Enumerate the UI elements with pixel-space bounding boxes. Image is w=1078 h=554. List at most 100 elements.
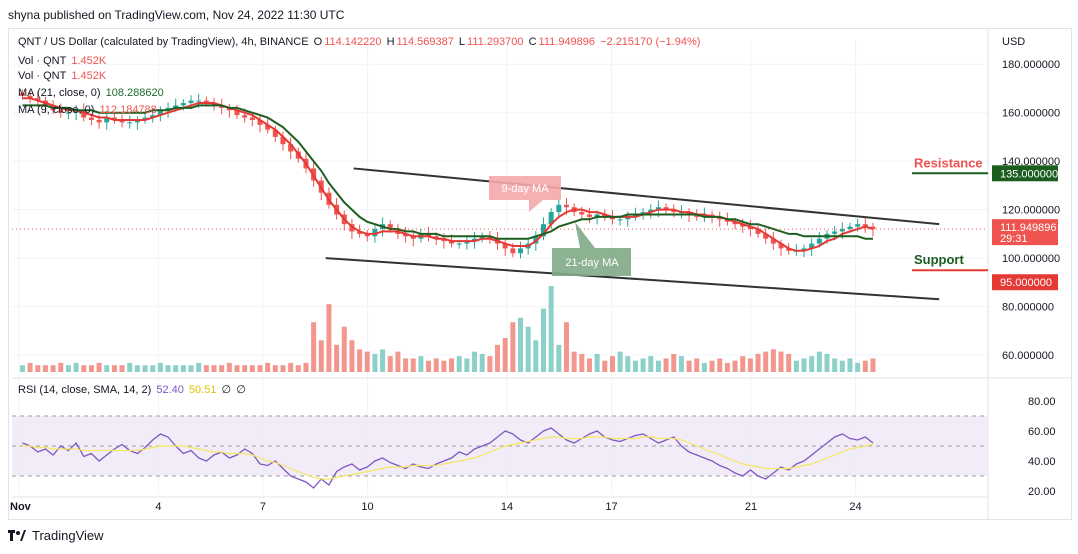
- candle-body[interactable]: [686, 212, 692, 215]
- candle-body[interactable]: [265, 124, 271, 130]
- volume-legend-1[interactable]: Vol · QNT 1.452K: [18, 55, 108, 67]
- candle-body[interactable]: [226, 107, 232, 111]
- candle-body[interactable]: [548, 212, 554, 225]
- candle-body[interactable]: [27, 95, 33, 99]
- candle-body[interactable]: [717, 216, 723, 220]
- candle-body[interactable]: [35, 98, 41, 101]
- candle-body[interactable]: [441, 238, 447, 242]
- candle-body[interactable]: [510, 248, 516, 254]
- candle-body[interactable]: [609, 216, 615, 220]
- candle-body[interactable]: [403, 233, 409, 237]
- candle-body[interactable]: [134, 119, 140, 123]
- price-axis[interactable]: 180.000000 160.000000 140.000000 120.000000…: [992, 59, 1060, 498]
- candle-body[interactable]: [104, 117, 110, 123]
- candle-body[interactable]: [801, 248, 807, 251]
- candle-body[interactable]: [88, 117, 94, 120]
- volume-legend-2[interactable]: Vol · QNT 1.452K: [18, 70, 108, 82]
- candle-body[interactable]: [58, 110, 64, 113]
- candle-body[interactable]: [288, 144, 294, 152]
- candle-body[interactable]: [257, 119, 263, 125]
- candle-body[interactable]: [211, 103, 217, 106]
- candle-body[interactable]: [632, 214, 638, 217]
- candle-body[interactable]: [242, 115, 248, 118]
- candle-body[interactable]: [357, 231, 363, 234]
- candlesticks[interactable]: [19, 89, 876, 259]
- candle-body[interactable]: [862, 224, 868, 227]
- candle-body[interactable]: [479, 236, 485, 239]
- candle-body[interactable]: [617, 219, 623, 221]
- candle-body[interactable]: [778, 243, 784, 249]
- candle-body[interactable]: [625, 216, 631, 220]
- candle-body[interactable]: [387, 224, 393, 230]
- rsi-legend[interactable]: RSI (14, close, SMA, 14, 2) 52.40 50.51 …: [18, 383, 248, 396]
- candle-body[interactable]: [839, 229, 845, 232]
- candle-body[interactable]: [732, 221, 738, 225]
- candle-body[interactable]: [449, 241, 455, 244]
- candle-body[interactable]: [196, 100, 202, 102]
- candle-body[interactable]: [165, 107, 171, 111]
- candle-body[interactable]: [249, 117, 255, 120]
- candle-body[interactable]: [472, 238, 478, 242]
- tradingview-logo[interactable]: TradingView: [8, 528, 104, 543]
- candle-body[interactable]: [96, 119, 102, 123]
- candle-body[interactable]: [456, 243, 462, 245]
- candle-body[interactable]: [127, 122, 133, 124]
- candle-body[interactable]: [763, 233, 769, 239]
- candle-body[interactable]: [556, 204, 562, 213]
- currency-label[interactable]: USD: [1002, 36, 1026, 48]
- candle-body[interactable]: [410, 236, 416, 239]
- candle-body[interactable]: [188, 100, 194, 104]
- candle-body[interactable]: [65, 112, 71, 114]
- candle-body[interactable]: [832, 231, 838, 234]
- candle-body[interactable]: [372, 229, 378, 237]
- candle-body[interactable]: [173, 105, 179, 108]
- candle-body[interactable]: [694, 214, 700, 217]
- candle-body[interactable]: [579, 212, 585, 215]
- candle-body[interactable]: [180, 103, 186, 106]
- candle-body[interactable]: [701, 214, 707, 217]
- time-axis[interactable]: Nov 4 7 10 14 17 21 24: [10, 501, 862, 513]
- candle-body[interactable]: [648, 209, 654, 213]
- candle-body[interactable]: [540, 224, 546, 237]
- candle-body[interactable]: [602, 214, 608, 217]
- candle-body[interactable]: [464, 241, 470, 244]
- candle-body[interactable]: [119, 119, 125, 123]
- candle-body[interactable]: [518, 248, 524, 254]
- candle-body[interactable]: [655, 207, 661, 210]
- candle-body[interactable]: [740, 224, 746, 227]
- candle-body[interactable]: [272, 129, 278, 137]
- candle-body[interactable]: [855, 224, 861, 227]
- candle-body[interactable]: [142, 117, 148, 120]
- candle-body[interactable]: [586, 214, 592, 217]
- candle-body[interactable]: [747, 226, 753, 230]
- candle-body[interactable]: [219, 105, 225, 108]
- candle-body[interactable]: [364, 233, 370, 237]
- ma21-legend[interactable]: MA (21, close, 0) 108.288620: [18, 87, 166, 99]
- candle-body[interactable]: [770, 238, 776, 244]
- candle-body[interactable]: [150, 115, 156, 118]
- candle-body[interactable]: [786, 248, 792, 251]
- candle-body[interactable]: [870, 226, 876, 230]
- candle-body[interactable]: [111, 117, 117, 120]
- candle-body[interactable]: [426, 233, 432, 237]
- candle-body[interactable]: [816, 238, 822, 244]
- candle-body[interactable]: [724, 219, 730, 222]
- candle-body[interactable]: [19, 93, 25, 96]
- candle-body[interactable]: [157, 110, 163, 116]
- candle-body[interactable]: [671, 209, 677, 213]
- candle-body[interactable]: [234, 110, 240, 116]
- candle-body[interactable]: [563, 204, 569, 208]
- ma9-legend[interactable]: MA (9, close, 0) 112.184788: [18, 104, 159, 116]
- candle-body[interactable]: [349, 224, 355, 232]
- candle-body[interactable]: [594, 214, 600, 217]
- candle-body[interactable]: [73, 110, 79, 113]
- candle-body[interactable]: [487, 236, 493, 239]
- candle-body[interactable]: [502, 243, 508, 249]
- candle-body[interactable]: [280, 136, 286, 145]
- candle-body[interactable]: [755, 229, 761, 234]
- candle-body[interactable]: [709, 214, 715, 217]
- candle-body[interactable]: [809, 243, 815, 249]
- candle-body[interactable]: [847, 226, 853, 230]
- candle-body[interactable]: [203, 100, 209, 104]
